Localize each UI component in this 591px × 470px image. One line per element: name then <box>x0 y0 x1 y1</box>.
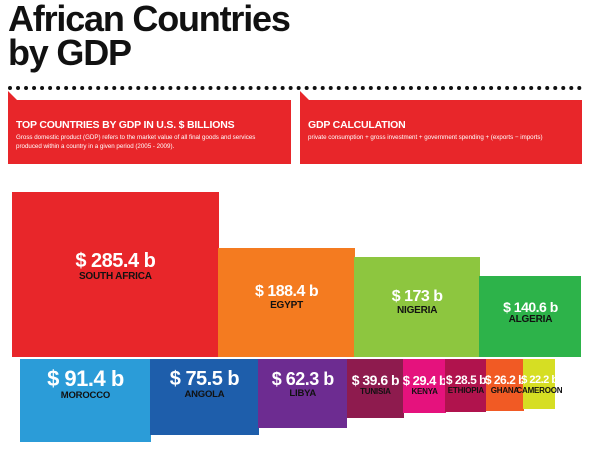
bar-value-libya: $ 62.3 b <box>271 369 335 390</box>
bar-country-tunisia: TUNISIA <box>360 387 391 396</box>
bar-egypt <box>218 248 355 357</box>
bar-value-cameroon: $ 22.2 b <box>521 373 558 386</box>
bar-label-kenya: $ 29.4 b KENYA <box>403 374 447 396</box>
bar-cameroon <box>523 359 556 410</box>
bar-value-kenya: $ 29.4 b <box>402 372 447 388</box>
bar-label-libya: $ 62.3 b LIBYA <box>271 369 335 400</box>
bar-kenya <box>403 359 446 413</box>
bar-angola <box>150 359 259 435</box>
bar-morocco <box>20 359 151 442</box>
bar-country-algeria: ALGERIA <box>508 314 553 326</box>
info-box-top-countries: TOP COUNTRIES BY GDP IN U.S. $ BILLIONS … <box>8 91 291 164</box>
info-box-gdp-calculation: GDP CALCULATION private consumption + gr… <box>300 91 582 164</box>
bar-country-cameroon: CAMEROON <box>516 385 563 395</box>
bar-label-tunisia: $ 39.6 b TUNISIA <box>351 372 400 396</box>
bar-country-angola: ANGOLA <box>184 389 225 401</box>
bar-country-morocco: MOROCCO <box>60 390 111 402</box>
bar-label-south-africa: $ 285.4 b SOUTH AFRICA <box>75 250 156 283</box>
info-box-gdp-calculation-body: private consumption + gross investment +… <box>308 134 543 141</box>
bar-libya <box>258 359 348 429</box>
bar-label-ghana: $ 26.2 b GHANA <box>484 373 526 395</box>
bar-country-egypt: EGYPT <box>270 300 303 312</box>
bar-value-nigeria: $ 173 b <box>391 287 443 305</box>
bar-country-nigeria: NIGERIA <box>396 304 438 316</box>
page-title: African Countries by GDP <box>8 0 291 73</box>
bar-country-ethiopia: ETHIOPIA <box>447 386 484 395</box>
bar-label-nigeria: $ 173 b NIGERIA <box>391 287 443 316</box>
page-title-line-1: African Countries <box>8 0 291 39</box>
info-box-gdp-calculation-heading: GDP CALCULATION <box>308 119 406 131</box>
bar-south-africa <box>12 192 219 357</box>
bar-label-angola: $ 75.5 b ANGOLA <box>169 368 240 401</box>
dotted-divider <box>8 86 582 90</box>
info-box-top-countries-body: Gross domestic product (GDP) refers to t… <box>16 134 256 150</box>
bar-nigeria <box>354 256 480 357</box>
bar-value-ethiopia: $ 28.5 b <box>445 373 487 387</box>
bar-label-cameroon: $ 22.2 b CAMEROON <box>516 373 563 395</box>
bar-label-algeria: $ 140.6 b ALGERIA <box>503 300 558 325</box>
info-box-top-countries-heading: TOP COUNTRIES BY GDP IN U.S. $ BILLIONS <box>16 119 235 131</box>
bar-country-kenya: KENYA <box>411 386 438 396</box>
info-heading-plain: TOP COUNTRIES BY GDP <box>16 119 141 131</box>
bar-label-egypt: $ 188.4 b EGYPT <box>254 283 319 312</box>
bar-value-tunisia: $ 39.6 b <box>351 372 400 388</box>
bar-value-morocco: $ 91.4 b <box>47 366 124 392</box>
page-title-line-2: by GDP <box>8 32 132 73</box>
bar-label-ethiopia: $ 28.5 b ETHIOPIA <box>445 373 487 395</box>
bar-country-libya: LIBYA <box>289 388 317 400</box>
bar-country-ghana: GHANA <box>490 386 520 395</box>
bar-value-algeria: $ 140.6 b <box>503 299 558 316</box>
bar-ethiopia <box>445 359 487 413</box>
bar-value-south-africa: $ 285.4 b <box>75 250 156 273</box>
bar-ghana <box>485 359 524 412</box>
bar-value-angola: $ 75.5 b <box>169 368 240 391</box>
bar-value-ghana: $ 26.2 b <box>484 373 526 387</box>
bar-country-south-africa: SOUTH AFRICA <box>78 271 152 283</box>
info-heading-accent: IN U.S. $ BILLIONS <box>143 119 235 131</box>
bar-tunisia <box>346 359 404 418</box>
bar-value-egypt: $ 188.4 b <box>254 283 319 301</box>
bar-label-morocco: $ 91.4 b MOROCCO <box>47 368 124 401</box>
bar-algeria <box>479 275 582 357</box>
